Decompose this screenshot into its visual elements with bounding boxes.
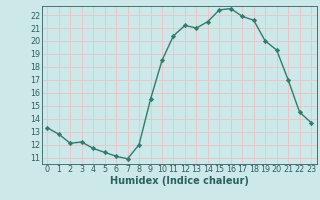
X-axis label: Humidex (Indice chaleur): Humidex (Indice chaleur) <box>110 176 249 186</box>
